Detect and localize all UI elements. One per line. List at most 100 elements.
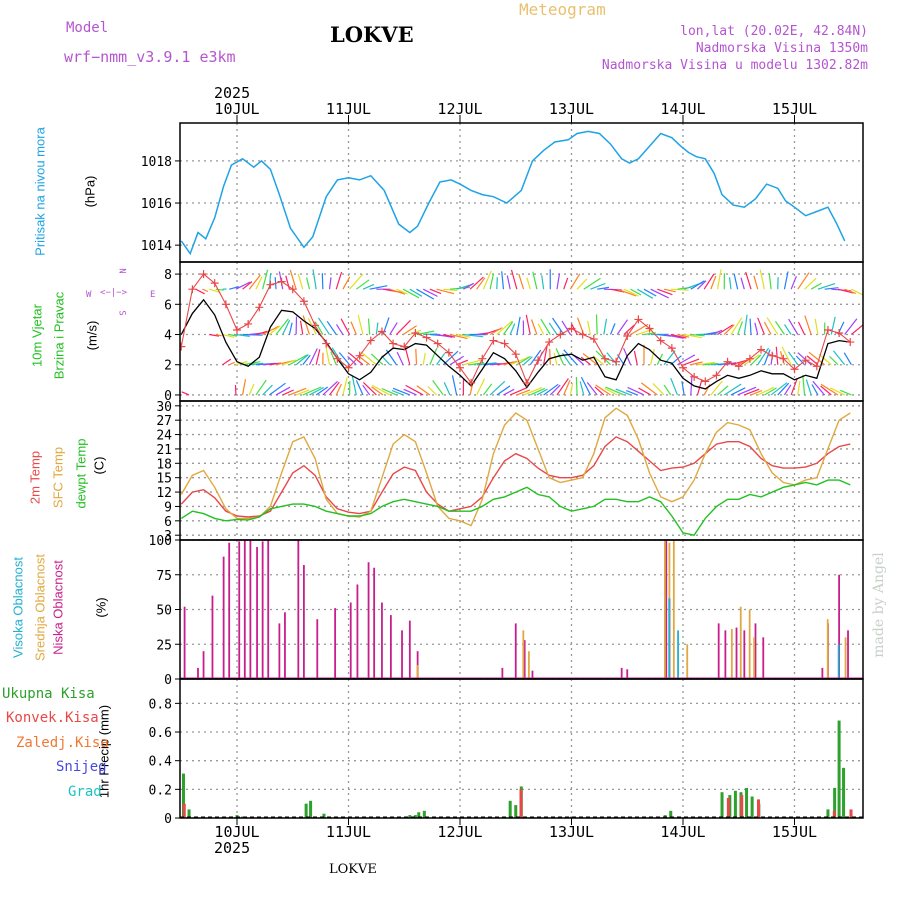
wind-dir-arrows: <−|−> — [100, 288, 128, 298]
wind-arrow — [787, 351, 799, 366]
day-label-bottom: 11JUL — [326, 823, 371, 841]
wind-arrow — [806, 355, 819, 366]
wind-arrow — [763, 349, 771, 365]
wind-arrow — [209, 333, 220, 337]
wind-arrow — [357, 314, 364, 335]
wind-arrow — [275, 386, 291, 396]
wind-arrow — [282, 319, 291, 335]
wind-arrow — [690, 374, 693, 395]
wind-arrow — [716, 269, 722, 290]
wind-arrow — [449, 355, 464, 366]
wind-arrow — [790, 275, 797, 290]
wind-arrow — [282, 389, 294, 396]
legend-zaledj-kisa: Zaledj.Kisa — [16, 735, 109, 751]
y-tick-label: 100 — [149, 534, 172, 549]
temp-line-2m-temp — [180, 436, 851, 518]
wind-arrow — [288, 322, 293, 335]
wind-gust-marker — [199, 270, 208, 279]
day-label-top: 12JUL — [437, 100, 482, 118]
wind-arrow — [830, 387, 845, 396]
wind-arrow — [248, 274, 261, 290]
y-tick-label: 21 — [156, 443, 172, 458]
wind-arrow — [548, 322, 558, 335]
wind-arrow — [663, 384, 672, 396]
wind-gust-marker — [712, 371, 721, 380]
wind-arrow — [429, 288, 442, 295]
wind-gust-marker — [634, 315, 643, 324]
wind-arrow — [529, 387, 546, 396]
wind-arrow — [670, 288, 689, 291]
wind-arrow — [681, 381, 685, 396]
wind-gust-marker — [311, 321, 320, 330]
wind-arrow — [805, 379, 812, 396]
wind-gust-marker — [656, 336, 665, 345]
wind-arrow — [552, 317, 565, 335]
wind-arrow — [318, 317, 331, 335]
wind-arrow — [306, 277, 311, 290]
day-label-top: 14JUL — [660, 100, 705, 118]
wind-arrow — [623, 288, 639, 297]
y-tick-label: 0 — [164, 812, 172, 827]
wind-gust-marker — [645, 324, 654, 333]
wind-arrow — [832, 350, 846, 366]
y-tick-label: 27 — [156, 414, 172, 429]
wind-arrow — [249, 362, 264, 366]
wind-arrow — [451, 375, 458, 396]
wind-arrow — [510, 269, 518, 290]
wind-gust-marker — [322, 339, 331, 348]
station-bottom: LOKVE — [329, 862, 377, 877]
wind-arrow — [595, 350, 611, 366]
precip-bar — [408, 815, 412, 818]
wind-arrow — [315, 349, 321, 365]
wind-arrow — [335, 383, 342, 396]
wind-arrow — [523, 387, 543, 396]
wind-arrow — [818, 353, 832, 366]
wind-gust-line — [180, 273, 851, 385]
legend-ukupna-kisa: Ukupna Kisa — [2, 686, 95, 702]
wind-arrow — [757, 317, 765, 335]
wind-arrow — [563, 379, 571, 396]
wind-arrow — [181, 391, 190, 396]
precip-bar — [182, 803, 186, 818]
wind-arrow — [717, 385, 729, 396]
wind-arrow — [597, 286, 610, 290]
wind-arrow — [381, 387, 397, 396]
wind-arrow — [509, 387, 527, 396]
wind-arrow — [844, 318, 858, 335]
wind-gust-marker — [511, 350, 520, 359]
wind-gust-marker — [489, 336, 498, 345]
wind-gust-marker — [255, 303, 264, 312]
wind-arrow — [783, 271, 789, 290]
wind-arrow — [342, 377, 348, 396]
wind-arrow — [355, 279, 370, 290]
wind-arrow — [370, 353, 384, 366]
wind-arrow — [282, 359, 297, 366]
wind-arrow — [350, 321, 357, 335]
wind-arrow — [843, 352, 852, 366]
wind-arrow — [817, 283, 836, 290]
wind-gust-marker — [790, 365, 799, 374]
wind-arrow — [590, 282, 606, 290]
wind-arrow — [633, 350, 638, 365]
wind-arrow — [579, 381, 585, 396]
wind-arrow — [737, 321, 743, 335]
precip-bar — [669, 810, 673, 818]
wind-arrow — [592, 355, 605, 366]
wind-arrow — [489, 273, 495, 290]
wind-arrow — [391, 389, 404, 396]
wind-arrow — [463, 359, 481, 366]
wind-arrow — [302, 315, 311, 335]
wind-arrow — [814, 318, 819, 335]
precip-bar — [826, 809, 830, 818]
wind-gust-marker — [180, 342, 186, 351]
wind-arrow — [677, 333, 690, 338]
wind-arrow — [797, 352, 812, 366]
wind-arrow — [643, 288, 657, 297]
wind-arrow — [580, 356, 591, 366]
wind-gust-marker — [578, 330, 587, 339]
wind-arrow — [797, 272, 810, 290]
wind-arrow — [335, 324, 344, 335]
wind-arrow — [416, 330, 435, 336]
wind-gust-marker — [768, 351, 777, 360]
wind-gust-marker — [467, 378, 476, 387]
